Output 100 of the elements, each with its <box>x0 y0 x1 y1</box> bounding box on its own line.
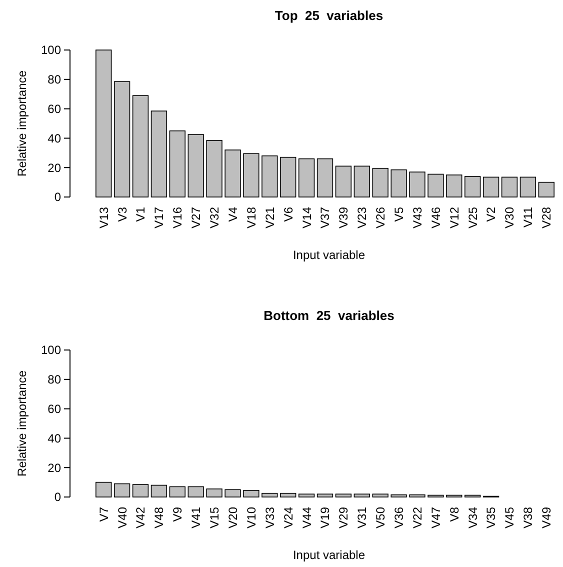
y-tick-label: 60 <box>48 402 62 416</box>
x-tick-label: V16 <box>170 206 185 228</box>
x-tick-label: V3 <box>115 206 130 222</box>
x-tick-label: V40 <box>115 506 130 528</box>
bar <box>280 156 296 198</box>
x-tick-label: V9 <box>170 506 185 522</box>
x-tick-label: V50 <box>374 506 388 528</box>
y-tick-label: 60 <box>48 102 62 116</box>
x-tick-label: V15 <box>208 506 222 528</box>
bar <box>114 483 130 498</box>
bar <box>354 166 370 198</box>
x-tick-label: V18 <box>244 206 258 228</box>
bar <box>262 155 278 198</box>
x-tick-label: V47 <box>428 506 443 528</box>
bar <box>243 153 260 198</box>
chart-title: Top 25 variables <box>274 8 384 23</box>
x-tick-label: V24 <box>281 506 296 528</box>
bar <box>298 158 315 198</box>
x-tick-label: V36 <box>392 506 406 528</box>
bar <box>482 176 500 198</box>
y-tick-label: 0 <box>54 190 62 204</box>
x-tick-label: V27 <box>189 206 204 228</box>
x-tick-label: V42 <box>134 506 148 528</box>
x-tick-label: V17 <box>152 206 166 228</box>
x-tick-label: V30 <box>502 206 517 228</box>
bar <box>464 176 481 198</box>
bar <box>316 494 334 498</box>
bar <box>150 110 168 198</box>
x-tick-label: V34 <box>466 506 480 528</box>
x-tick-label: V21 <box>262 206 277 228</box>
bar <box>114 81 130 198</box>
x-tick-label: V7 <box>96 506 111 522</box>
x-tick-label: V31 <box>355 506 370 528</box>
bar <box>169 486 186 498</box>
bar <box>150 484 168 498</box>
x-axis-title: Input variable <box>292 248 366 262</box>
bar <box>132 95 149 198</box>
y-tick-label: 20 <box>48 460 62 475</box>
x-tick-label: V20 <box>226 506 240 528</box>
x-tick-label: V23 <box>355 206 370 228</box>
x-tick-label: V44 <box>300 506 314 528</box>
bar <box>335 166 352 198</box>
x-tick-label: V4 <box>226 206 240 222</box>
bar <box>224 489 241 498</box>
bar <box>335 494 352 498</box>
x-tick-label: V37 <box>318 206 332 228</box>
bar <box>501 176 518 198</box>
bar <box>390 494 407 498</box>
x-tick-label: V1 <box>134 206 148 222</box>
x-tick-label: V2 <box>484 206 498 222</box>
bar <box>188 486 204 498</box>
bar <box>132 484 149 498</box>
x-tick-label: V26 <box>374 206 388 228</box>
bar <box>262 492 278 498</box>
x-tick-label: V46 <box>428 206 443 228</box>
x-tick-label: V43 <box>410 206 424 228</box>
y-tick-label: 100 <box>40 43 62 58</box>
y-tick-label: 40 <box>48 131 62 146</box>
x-tick-label: V45 <box>502 506 517 528</box>
x-tick-label: V32 <box>208 206 222 228</box>
x-tick-label: V14 <box>300 206 314 228</box>
bar <box>428 174 444 198</box>
x-tick-label: V49 <box>540 506 554 528</box>
bar <box>224 150 241 198</box>
x-axis-title: Input variable <box>292 548 366 562</box>
bar <box>538 182 554 198</box>
bar <box>372 494 388 498</box>
y-tick-label: 100 <box>40 343 62 358</box>
x-tick-label: V10 <box>244 506 258 528</box>
bar <box>372 168 388 198</box>
y-tick-label: 80 <box>48 72 62 87</box>
bar <box>206 488 222 498</box>
x-tick-label: V41 <box>189 506 204 528</box>
y-axis-title: Relative importance <box>15 370 29 477</box>
y-tick-label: 80 <box>48 372 62 387</box>
bar <box>206 140 222 198</box>
bar <box>446 174 462 198</box>
x-tick-label: V38 <box>521 506 536 528</box>
y-tick-label: 40 <box>48 431 62 446</box>
bar <box>520 176 536 198</box>
bar <box>316 158 334 198</box>
x-tick-label: V39 <box>336 206 351 228</box>
x-tick-label: V12 <box>447 206 462 228</box>
bar <box>298 494 315 498</box>
x-tick-label: V29 <box>336 506 351 528</box>
bar <box>280 492 296 498</box>
x-tick-label: V28 <box>540 206 554 228</box>
bar <box>169 130 186 198</box>
x-tick-label: V13 <box>96 206 111 228</box>
bar <box>390 169 407 198</box>
y-axis-title: Relative importance <box>15 70 29 177</box>
chart-title: Bottom 25 variables <box>264 308 394 323</box>
x-tick-label: V25 <box>466 206 480 228</box>
x-tick-label: V19 <box>318 506 332 528</box>
y-tick-label: 20 <box>48 160 62 175</box>
bar <box>96 482 112 498</box>
bar <box>409 494 426 498</box>
x-tick-label: V22 <box>410 506 424 528</box>
bar <box>354 494 370 498</box>
x-tick-label: V33 <box>262 506 277 528</box>
